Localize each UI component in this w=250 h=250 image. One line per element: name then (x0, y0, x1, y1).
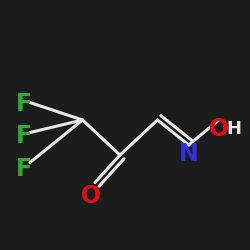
Text: N: N (179, 142, 199, 166)
Text: O: O (209, 117, 229, 141)
Text: F: F (16, 157, 32, 181)
Text: F: F (16, 124, 32, 148)
Text: O: O (81, 184, 101, 208)
Text: H: H (226, 120, 241, 138)
Text: F: F (16, 92, 32, 116)
